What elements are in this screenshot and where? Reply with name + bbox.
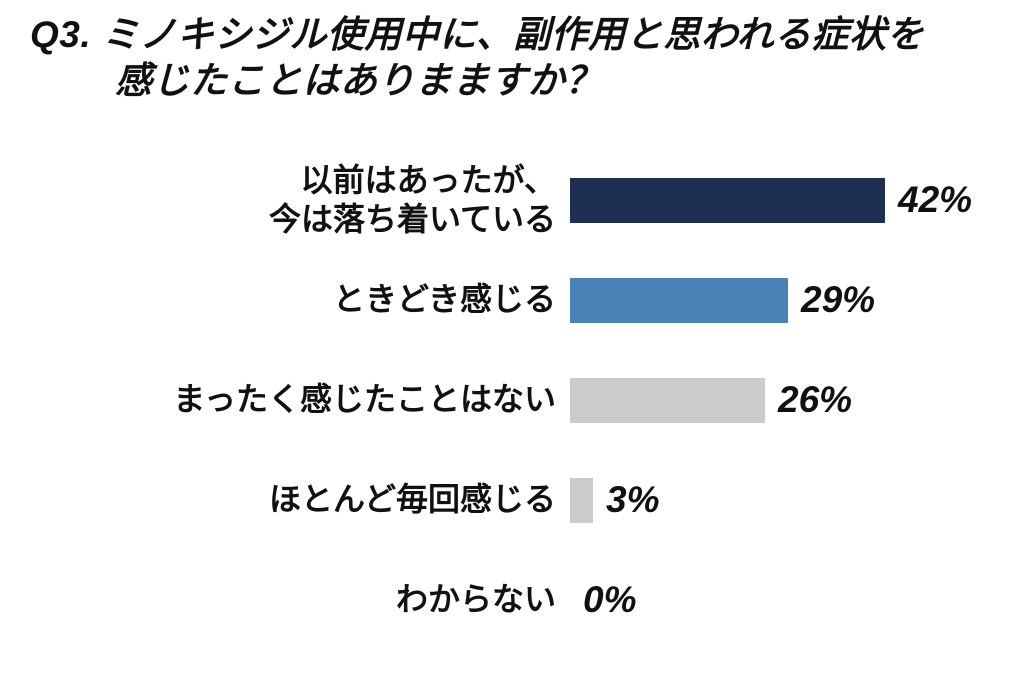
bar-row: まったく感じたことはない 26%: [0, 350, 1024, 450]
bar-row: わからない 0%: [0, 550, 1024, 650]
bar-track: 0%: [570, 579, 1024, 621]
bar-row: 以前はあったが、 今は落ち着いている 42%: [0, 150, 1024, 250]
value-label: 42%: [898, 179, 973, 220]
bar: [570, 177, 885, 223]
bar: [570, 277, 788, 323]
category-label: 以前はあったが、 今は落ち着いている: [268, 161, 556, 237]
category-label: まったく感じたことはない: [173, 381, 556, 418]
chart-title-line2: 感じたことはありまますか？: [115, 59, 603, 101]
bar-track: 26%: [570, 377, 1024, 423]
bar: [570, 377, 765, 423]
bar-rows: 以前はあったが、 今は落ち着いている 42% ときどき感じる 29% まったく感じ…: [0, 150, 1024, 650]
category-label: わからない: [395, 581, 556, 618]
bar: [570, 477, 593, 523]
bar-row: ほとんど毎回感じる 3%: [0, 450, 1024, 550]
chart-title: Q3. ミノキシジル使用中に、副作用と思われる症状を 感じたことはありまますか？: [30, 12, 924, 104]
value-label: 26%: [778, 379, 853, 420]
chart-title-line1: Q3. ミノキシジル使用中に、副作用と思われる症状を: [30, 14, 924, 55]
bar-track: 3%: [570, 477, 1024, 523]
value-label: 0%: [583, 579, 637, 620]
value-label: 3%: [606, 479, 660, 520]
bar-row: ときどき感じる 29%: [0, 250, 1024, 350]
category-label: ときどき感じる: [332, 281, 556, 318]
bar-track: 29%: [570, 277, 1024, 323]
value-label: 29%: [801, 279, 876, 320]
category-label: ほとんど毎回感じる: [268, 481, 556, 518]
bar-track: 42%: [570, 177, 1024, 223]
